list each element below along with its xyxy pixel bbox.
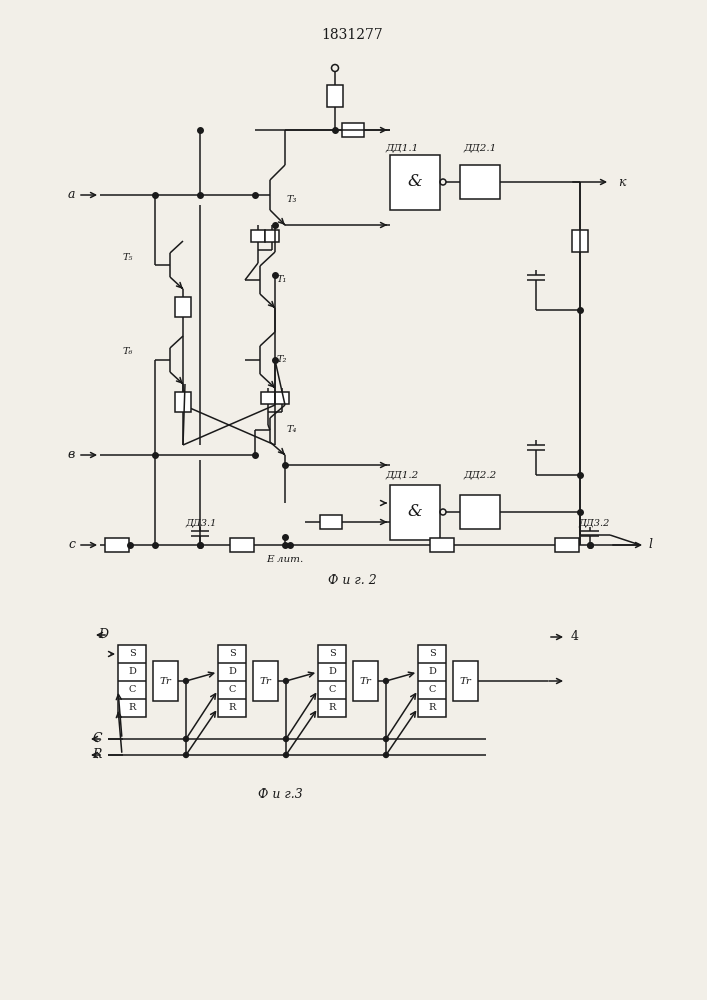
Text: T₃: T₃ bbox=[287, 196, 298, 205]
Text: Е лит.: Е лит. bbox=[267, 556, 303, 564]
Text: Ф и г. 2: Ф и г. 2 bbox=[327, 574, 376, 586]
Circle shape bbox=[184, 736, 189, 742]
Bar bbox=[390, 155, 440, 210]
Text: к: к bbox=[618, 176, 626, 188]
Text: C: C bbox=[128, 686, 136, 694]
Text: D: D bbox=[128, 668, 136, 676]
Bar bbox=[261, 392, 275, 404]
Text: ДД1.2: ДД1.2 bbox=[385, 471, 419, 480]
Text: ДД2.1: ДД2.1 bbox=[463, 143, 496, 152]
Text: C: C bbox=[428, 686, 436, 694]
Circle shape bbox=[284, 752, 288, 758]
Text: T₅: T₅ bbox=[122, 252, 133, 261]
Circle shape bbox=[383, 678, 389, 684]
Text: С: С bbox=[92, 732, 102, 746]
Text: D: D bbox=[428, 668, 436, 676]
Text: Tr: Tr bbox=[360, 676, 371, 686]
Text: C: C bbox=[228, 686, 235, 694]
Text: Ф и г.3: Ф и г.3 bbox=[257, 788, 303, 802]
Bar bbox=[353, 661, 378, 701]
Text: Tr: Tr bbox=[460, 676, 472, 686]
Bar bbox=[175, 297, 191, 317]
Bar bbox=[418, 645, 446, 717]
Text: R: R bbox=[428, 704, 436, 712]
Bar bbox=[218, 645, 246, 717]
Text: D: D bbox=[328, 668, 336, 676]
Text: T₄: T₄ bbox=[287, 426, 298, 434]
Bar bbox=[251, 230, 265, 242]
Bar bbox=[265, 230, 279, 242]
Bar bbox=[390, 485, 440, 540]
Bar bbox=[430, 538, 454, 552]
Circle shape bbox=[184, 678, 189, 684]
Text: Tr: Tr bbox=[160, 676, 171, 686]
Bar bbox=[327, 85, 343, 107]
Text: C: C bbox=[328, 686, 336, 694]
Text: R: R bbox=[328, 704, 336, 712]
Text: 1831277: 1831277 bbox=[321, 28, 383, 42]
Text: T₂: T₂ bbox=[277, 356, 287, 364]
Text: Tr: Tr bbox=[259, 676, 271, 686]
Text: T₁: T₁ bbox=[277, 275, 287, 284]
Bar bbox=[453, 661, 478, 701]
Text: S: S bbox=[228, 650, 235, 658]
Text: T₆: T₆ bbox=[122, 348, 133, 357]
Text: ДД1.1: ДД1.1 bbox=[385, 143, 419, 152]
Text: 4: 4 bbox=[571, 631, 579, 644]
Bar bbox=[318, 645, 346, 717]
Circle shape bbox=[284, 736, 288, 742]
Text: а: а bbox=[67, 188, 75, 202]
Circle shape bbox=[383, 736, 389, 742]
Text: ДД3.1: ДД3.1 bbox=[185, 518, 216, 528]
Bar bbox=[175, 392, 191, 412]
Bar bbox=[320, 515, 342, 529]
Text: S: S bbox=[129, 650, 135, 658]
Bar bbox=[153, 661, 178, 701]
Bar bbox=[460, 495, 500, 529]
Bar bbox=[342, 123, 364, 137]
Bar bbox=[118, 645, 146, 717]
Text: R: R bbox=[128, 704, 136, 712]
Text: S: S bbox=[329, 650, 335, 658]
Text: S: S bbox=[428, 650, 436, 658]
Circle shape bbox=[284, 678, 288, 684]
Text: в: в bbox=[68, 448, 75, 462]
Text: D: D bbox=[228, 668, 236, 676]
Text: R: R bbox=[93, 748, 102, 762]
Bar bbox=[572, 230, 588, 252]
Text: ДД3.2: ДД3.2 bbox=[578, 518, 609, 528]
Bar bbox=[555, 538, 579, 552]
Bar bbox=[275, 392, 289, 404]
Text: R: R bbox=[228, 704, 235, 712]
Circle shape bbox=[184, 752, 189, 758]
Bar bbox=[105, 538, 129, 552]
Text: &: & bbox=[408, 504, 422, 520]
Bar bbox=[230, 538, 254, 552]
Text: D: D bbox=[98, 629, 108, 642]
Circle shape bbox=[383, 752, 389, 758]
Text: &: & bbox=[408, 174, 422, 190]
Text: l: l bbox=[648, 538, 652, 552]
Text: ДД2.2: ДД2.2 bbox=[463, 471, 496, 480]
Bar bbox=[253, 661, 278, 701]
Text: с: с bbox=[68, 538, 75, 552]
Bar bbox=[460, 165, 500, 199]
